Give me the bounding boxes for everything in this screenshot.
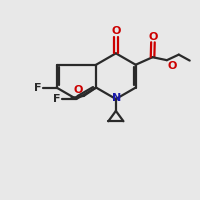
Text: O: O xyxy=(167,61,177,71)
Text: F: F xyxy=(34,83,41,93)
Text: O: O xyxy=(111,26,121,36)
Text: F: F xyxy=(53,94,61,104)
Text: O: O xyxy=(73,85,83,95)
Text: O: O xyxy=(148,32,158,42)
Text: N: N xyxy=(112,93,121,103)
